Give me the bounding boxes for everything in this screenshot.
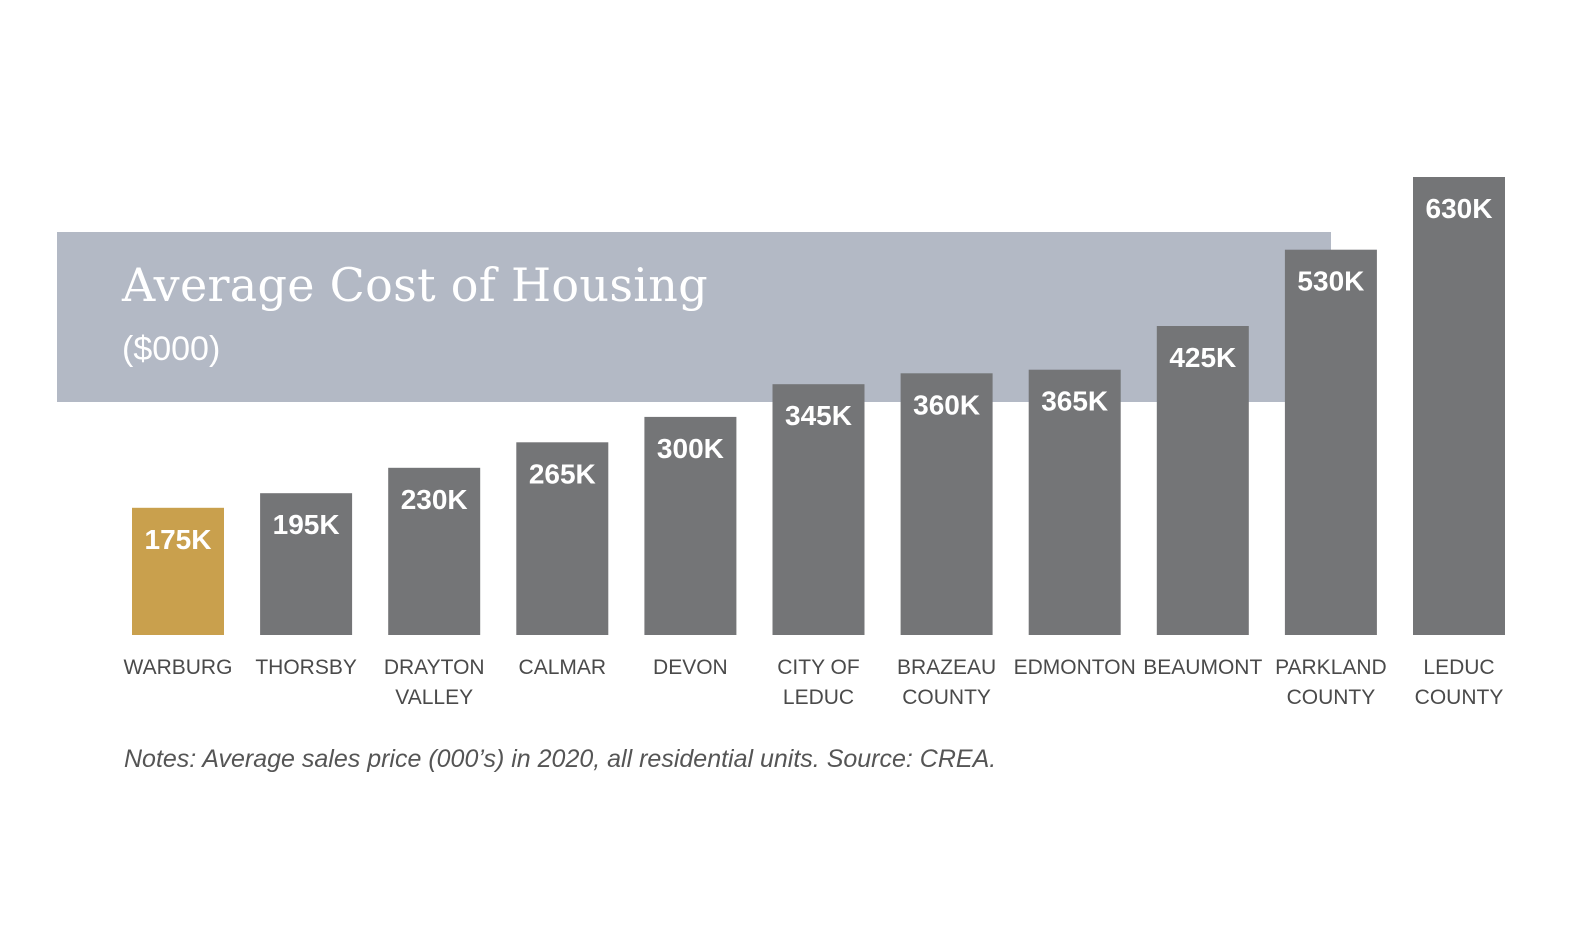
bar-value-label: 175K (145, 524, 212, 555)
bar-value-label: 530K (1297, 266, 1364, 297)
category-label: BEAUMONT (1143, 656, 1262, 679)
chart-subtitle: ($000) (122, 330, 221, 368)
bar-value-label: 630K (1426, 193, 1493, 224)
category-label: EDMONTON (1014, 656, 1136, 679)
category-label: CALMAR (519, 656, 607, 679)
bar (516, 442, 609, 635)
category-label: BRAZEAU (897, 656, 996, 679)
category-label: VALLEY (395, 686, 473, 709)
bar (772, 384, 865, 635)
chart-note: Notes: Average sales price (000’s) in 20… (124, 745, 997, 773)
category-label: WARBURG (124, 656, 233, 679)
category-label: DEVON (653, 656, 728, 679)
bar (900, 373, 993, 635)
bar-value-label: 300K (657, 433, 724, 464)
bar (388, 467, 481, 635)
bar (1156, 326, 1249, 635)
category-label: THORSBY (255, 656, 357, 679)
category-label: LEDUC (1423, 656, 1494, 679)
category-label: LEDUC (783, 686, 854, 709)
bar (132, 507, 224, 635)
bar-value-label: 265K (529, 458, 596, 489)
bar (260, 493, 353, 635)
category-label: DRAYTON (384, 656, 485, 679)
category-label: CITY OF (777, 656, 859, 679)
bar-value-label: 230K (401, 484, 468, 515)
bars: 175K WARBURG 195K THORSBY 230K DRAYTON VALLEY 2… (124, 177, 1505, 709)
bar-value-label: 365K (1041, 386, 1108, 417)
category-label: COUNTY (1415, 686, 1504, 709)
bar (644, 416, 737, 635)
bar-value-label: 345K (785, 400, 852, 431)
bar-value-label: 195K (273, 509, 340, 540)
bar (1028, 369, 1121, 635)
chart-title: Average Cost of Housing (122, 258, 708, 312)
category-label: COUNTY (1287, 686, 1376, 709)
bar (1413, 177, 1505, 635)
bar-value-label: 360K (913, 389, 980, 420)
bar (1284, 249, 1377, 635)
category-label: PARKLAND (1275, 656, 1387, 679)
bar-value-label: 425K (1169, 342, 1236, 373)
category-label: COUNTY (902, 686, 991, 709)
